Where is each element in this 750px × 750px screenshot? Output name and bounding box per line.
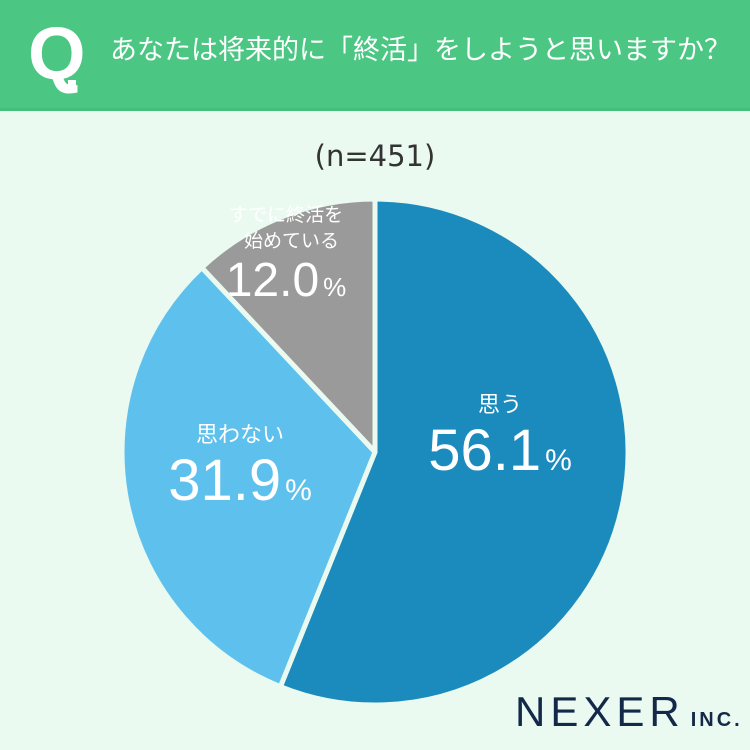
sample-size: (n=451) xyxy=(314,139,436,173)
slice-already xyxy=(199,196,378,455)
nexer-logo: NEXER INC. xyxy=(515,688,743,735)
label-already: すでに終活を 始めている 12.0% xyxy=(196,202,376,314)
label-think-percent: 56.1% xyxy=(428,418,572,483)
label-already-category-1: すでに終活を xyxy=(228,204,344,226)
label-think-category: 思う xyxy=(477,393,522,418)
question-header: Q あなたは将来的に「終活」をしようと思いますか？ xyxy=(0,0,750,111)
slice-not-think xyxy=(119,265,378,690)
question-text: あなたは将来的に「終活」をしようと思いますか？ xyxy=(110,35,731,66)
label-think: 思う 56.1% xyxy=(400,392,600,492)
q-dot xyxy=(68,80,76,88)
label-not-think-category: 思わない xyxy=(195,423,284,448)
label-not-think-percent: 31.9% xyxy=(168,448,312,513)
pie-slices xyxy=(119,196,631,708)
slice-think xyxy=(277,196,631,708)
label-already-category-2: 始めている xyxy=(244,230,340,252)
label-already-percent: 12.0% xyxy=(225,254,347,307)
label-not-think: 思わない 31.9% xyxy=(140,422,340,522)
